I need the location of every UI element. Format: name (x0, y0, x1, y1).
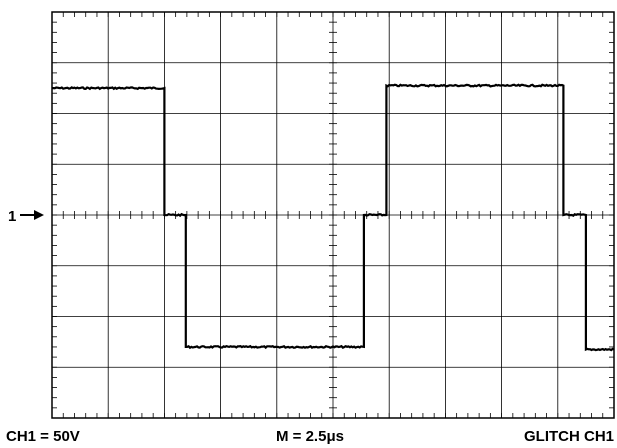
marker-arrow-icon (34, 210, 44, 220)
graticule-minor-ticks (52, 12, 614, 418)
trigger-mode-readout: GLITCH CH1 (524, 428, 614, 445)
signal-trace (52, 83, 615, 352)
timebase-readout: M = 2.5μs (276, 428, 344, 445)
channel-marker-label: 1 (8, 208, 16, 225)
channel-ground-marker: 1 (8, 208, 44, 225)
channel-scale-readout: CH1 = 50V (6, 428, 80, 445)
